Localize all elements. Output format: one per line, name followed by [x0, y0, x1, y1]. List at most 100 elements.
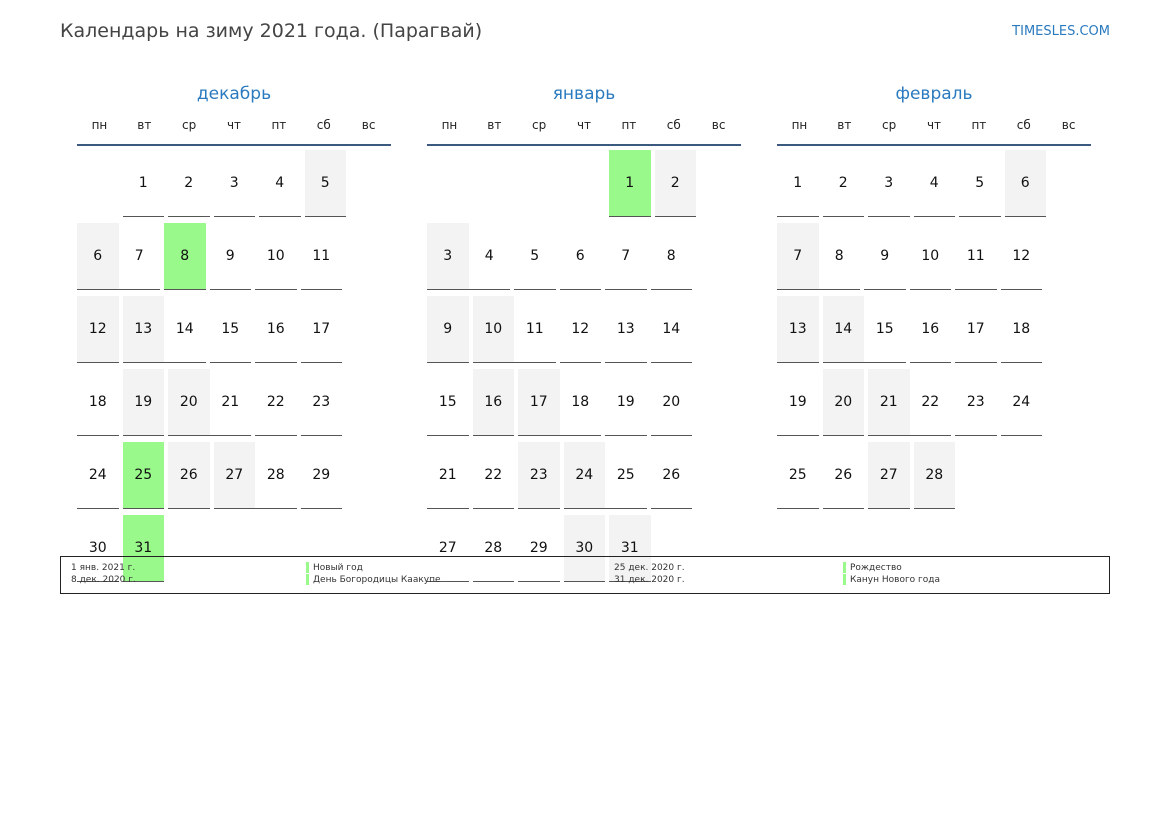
day-cell[interactable]: 19: [122, 369, 164, 436]
day-cell[interactable]: 14: [822, 296, 864, 363]
day-cell[interactable]: 11: [514, 296, 556, 363]
day-cell[interactable]: 1: [777, 150, 819, 217]
empty-cell: [518, 150, 560, 217]
day-cell[interactable]: 16: [909, 296, 951, 363]
day-cell[interactable]: 6: [1004, 150, 1046, 217]
day-cell[interactable]: 17: [300, 296, 342, 363]
day-cell[interactable]: 17: [955, 296, 997, 363]
day-cell[interactable]: 1: [122, 150, 164, 217]
day-cell[interactable]: 12: [559, 296, 601, 363]
day-cell[interactable]: 29: [300, 442, 342, 509]
day-cell[interactable]: 5: [304, 150, 346, 217]
day-cell[interactable]: 11: [955, 223, 997, 290]
day-cell[interactable]: 25: [605, 442, 647, 509]
day-cell[interactable]: 27: [868, 442, 910, 509]
day-cell[interactable]: 9: [427, 296, 469, 363]
day-cell[interactable]: 13: [777, 296, 819, 363]
day-cell[interactable]: 4: [468, 223, 510, 290]
holiday-color-marker: [306, 562, 309, 573]
day-cell[interactable]: 22: [255, 369, 297, 436]
day-cell[interactable]: 27: [213, 442, 255, 509]
holiday-color-marker: [843, 562, 846, 573]
day-cell[interactable]: 13: [122, 296, 164, 363]
day-cell[interactable]: 2: [168, 150, 210, 217]
weekday-label: вс: [711, 118, 726, 132]
empty-cell: [564, 150, 606, 217]
day-cell[interactable]: 18: [77, 369, 119, 436]
day-cell[interactable]: 19: [605, 369, 647, 436]
day-cell[interactable]: 25: [777, 442, 819, 509]
day-cell[interactable]: 19: [777, 369, 819, 436]
day-cell[interactable]: 10: [909, 223, 951, 290]
day-cell[interactable]: 4: [913, 150, 955, 217]
day-cell[interactable]: 4: [259, 150, 301, 217]
day-cell[interactable]: 21: [427, 442, 469, 509]
day-cell[interactable]: 30: [77, 515, 119, 582]
day-cell[interactable]: 1: [609, 150, 651, 217]
day-cell[interactable]: 28: [913, 442, 955, 509]
day-cell[interactable]: 23: [518, 442, 560, 509]
day-cell[interactable]: 30: [563, 515, 605, 582]
day-cell[interactable]: 10: [255, 223, 297, 290]
brand-link[interactable]: TIMESLES.COM: [1012, 24, 1110, 39]
day-cell[interactable]: 18: [559, 369, 601, 436]
day-cell[interactable]: 18: [1000, 296, 1042, 363]
day-cell[interactable]: 22: [472, 442, 514, 509]
day-cell[interactable]: 5: [959, 150, 1001, 217]
day-cell[interactable]: 24: [77, 442, 119, 509]
day-cell[interactable]: 20: [168, 369, 210, 436]
day-cell[interactable]: 10: [472, 296, 514, 363]
day-cell[interactable]: 28: [472, 515, 514, 582]
weekday-label: пн: [441, 118, 458, 132]
day-cell[interactable]: 7: [605, 223, 647, 290]
day-cell[interactable]: 9: [864, 223, 906, 290]
day-cell[interactable]: 3: [213, 150, 255, 217]
day-cell[interactable]: 22: [909, 369, 951, 436]
day-cell[interactable]: 9: [209, 223, 251, 290]
day-cell[interactable]: 17: [518, 369, 560, 436]
day-cell[interactable]: 23: [955, 369, 997, 436]
day-cell[interactable]: 6: [559, 223, 601, 290]
day-cell[interactable]: 26: [822, 442, 864, 509]
day-cell[interactable]: 16: [255, 296, 297, 363]
day-cell[interactable]: 28: [255, 442, 297, 509]
day-cell[interactable]: 15: [209, 296, 251, 363]
day-cell[interactable]: 26: [650, 442, 692, 509]
day-cell[interactable]: 16: [472, 369, 514, 436]
day-cell[interactable]: 8: [164, 223, 206, 290]
day-cell[interactable]: 27: [427, 515, 469, 582]
day-cell[interactable]: 8: [650, 223, 692, 290]
day-cell[interactable]: 20: [650, 369, 692, 436]
day-cell[interactable]: 2: [654, 150, 696, 217]
day-cell[interactable]: 31: [122, 515, 164, 582]
day-cell[interactable]: 5: [514, 223, 556, 290]
day-cell[interactable]: 29: [518, 515, 560, 582]
day-cell[interactable]: 14: [650, 296, 692, 363]
weekday-label: вт: [837, 118, 852, 132]
day-cell[interactable]: 12: [77, 296, 119, 363]
day-cell[interactable]: 25: [122, 442, 164, 509]
day-cell[interactable]: 3: [868, 150, 910, 217]
day-cell[interactable]: 11: [300, 223, 342, 290]
day-cell[interactable]: 21: [868, 369, 910, 436]
day-cell[interactable]: 15: [427, 369, 469, 436]
day-cell[interactable]: 14: [164, 296, 206, 363]
day-cell[interactable]: 24: [563, 442, 605, 509]
day-cell[interactable]: 2: [822, 150, 864, 217]
legend-holiday: Новый год: [306, 562, 363, 574]
day-cell[interactable]: 31: [609, 515, 651, 582]
day-cell[interactable]: 12: [1000, 223, 1042, 290]
day-cell[interactable]: 7: [118, 223, 160, 290]
day-cell[interactable]: 15: [864, 296, 906, 363]
day-cell[interactable]: 7: [777, 223, 819, 290]
day-cell[interactable]: 3: [427, 223, 469, 290]
day-cell[interactable]: 23: [300, 369, 342, 436]
day-cell[interactable]: 6: [77, 223, 119, 290]
day-cell[interactable]: 24: [1000, 369, 1042, 436]
day-cell[interactable]: 8: [818, 223, 860, 290]
day-cell[interactable]: 13: [605, 296, 647, 363]
day-cell[interactable]: 26: [168, 442, 210, 509]
day-cell[interactable]: 21: [209, 369, 251, 436]
weekday-label: сб: [666, 118, 681, 132]
day-cell[interactable]: 20: [822, 369, 864, 436]
